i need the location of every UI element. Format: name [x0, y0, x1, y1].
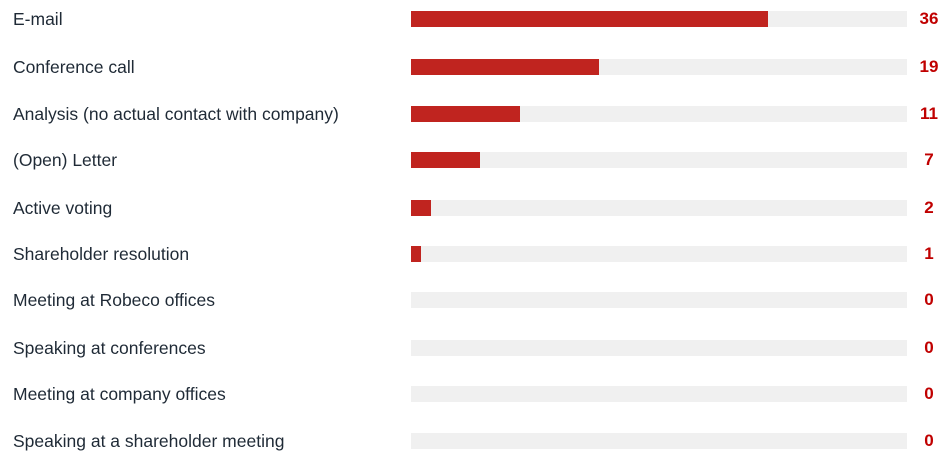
category-label: Speaking at a shareholder meeting	[13, 431, 285, 451]
bar-track	[411, 200, 907, 216]
value-label: 0	[924, 338, 934, 357]
bar-row: Conference call 19	[0, 56, 946, 78]
value-label: 0	[924, 384, 934, 403]
bar-row: Meeting at Robeco offices 0	[0, 289, 946, 311]
category-label: Meeting at company offices	[13, 384, 226, 404]
bar	[411, 152, 481, 168]
value-label: 2	[924, 198, 934, 217]
bar-row: Speaking at a shareholder meeting 0	[0, 430, 946, 452]
bar-track	[411, 433, 907, 449]
bar-track	[411, 152, 907, 168]
category-label: (Open) Letter	[13, 150, 118, 170]
bar-row: Speaking at conferences 0	[0, 337, 946, 359]
bar	[411, 200, 431, 216]
bar-track	[411, 246, 907, 262]
category-label: Analysis (no actual contact with company…	[13, 104, 339, 124]
value-label: 19	[919, 57, 939, 76]
bar	[411, 59, 600, 75]
value-label: 0	[924, 290, 934, 309]
value-label: 7	[924, 150, 934, 169]
category-label: Speaking at conferences	[13, 338, 206, 358]
value-label: 0	[924, 431, 934, 450]
bar	[411, 11, 769, 27]
bar-track	[411, 11, 907, 27]
bar-row: Shareholder resolution 1	[0, 243, 946, 265]
value-label: 36	[919, 9, 939, 28]
category-label: Conference call	[13, 57, 135, 77]
bar-track	[411, 386, 907, 402]
bar-row: E-mail 36	[0, 8, 946, 30]
bar	[411, 246, 421, 262]
bar-track	[411, 106, 907, 122]
bar-track	[411, 340, 907, 356]
value-label: 11	[920, 104, 938, 123]
category-label: Meeting at Robeco offices	[13, 290, 216, 310]
bar-track	[411, 292, 907, 308]
bar-row: Active voting 2	[0, 197, 946, 219]
category-label: Shareholder resolution	[13, 244, 190, 264]
bar-row: Meeting at company offices 0	[0, 383, 946, 405]
bar-row: (Open) Letter 7	[0, 149, 946, 171]
bar	[411, 106, 521, 122]
value-label: 1	[924, 244, 934, 263]
bar-track	[411, 59, 907, 75]
category-label: Active voting	[13, 198, 113, 218]
category-label: E-mail	[13, 9, 63, 29]
bar-row: Analysis (no actual contact with company…	[0, 103, 946, 125]
